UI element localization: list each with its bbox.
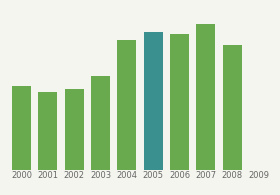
Bar — [65, 89, 84, 170]
Bar — [170, 35, 189, 170]
Bar — [117, 40, 136, 170]
Bar — [144, 32, 163, 170]
Bar — [196, 24, 215, 170]
Bar — [12, 86, 31, 170]
Bar — [91, 76, 110, 170]
Bar — [223, 45, 242, 170]
Bar — [38, 92, 57, 170]
